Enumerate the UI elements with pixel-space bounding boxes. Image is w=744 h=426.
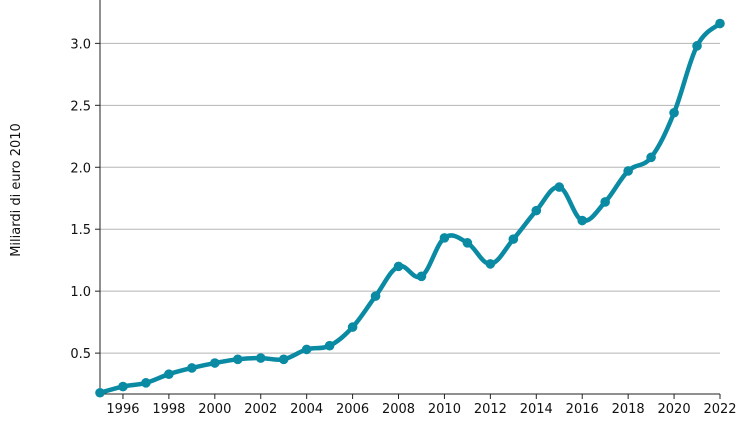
data-point-1999 [187, 363, 197, 373]
data-point-2017 [600, 197, 610, 207]
x-tick-label: 2012 [474, 402, 507, 417]
data-point-1996 [118, 381, 128, 392]
x-tick-label: 2014 [520, 402, 553, 417]
data-point-2008 [393, 261, 404, 272]
y-tick-label: 2.0 [70, 161, 91, 176]
series [95, 18, 725, 398]
data-point-2003 [278, 354, 289, 365]
data-point-2000 [210, 358, 220, 368]
tick-labels: 0.5 1.0 1.5 2.0 2.5 3.0 1996 1998 2000 2002 2004 20… [70, 37, 736, 417]
x-tick-label: 2020 [658, 402, 691, 417]
data-point-2010 [439, 233, 450, 243]
data-point-2009 [416, 271, 427, 282]
x-tick-label: 1996 [106, 402, 139, 417]
data-point-1997 [141, 378, 151, 388]
x-tick-label: 2008 [382, 402, 415, 417]
data-point-2007 [370, 291, 381, 301]
y-tick-label: 1.0 [70, 285, 91, 300]
series-line [97, 21, 723, 396]
x-tick-label: 2006 [336, 402, 369, 417]
data-point-2022 [715, 18, 725, 29]
grid-lines [100, 42, 720, 354]
data-point-2015 [554, 182, 565, 192]
data-point-2019 [646, 152, 656, 163]
y-axis-title: Miliardi di euro 2010 [9, 123, 24, 257]
x-tick-label: 1998 [152, 402, 185, 417]
x-tick-label: 2002 [244, 402, 277, 417]
y-tick-label: 1.5 [70, 223, 91, 238]
data-point-2006 [347, 322, 358, 332]
data-point-2013 [508, 234, 519, 244]
y-tick-label: 0.5 [70, 347, 91, 362]
y-tick-label: 2.5 [70, 99, 91, 114]
x-tick-label: 2000 [198, 402, 231, 417]
data-point-2018 [623, 166, 633, 176]
x-tick-label: 2016 [566, 402, 599, 417]
data-point-2001 [232, 354, 243, 365]
x-tick-label: 2010 [428, 402, 461, 417]
data-point-2004 [301, 344, 312, 355]
axes [95, 0, 721, 399]
x-tick-label: 2018 [612, 402, 645, 417]
data-point-2016 [577, 215, 588, 226]
data-point-2012 [485, 259, 496, 269]
x-tick-label: 2022 [703, 402, 736, 417]
data-point-1998 [164, 369, 174, 379]
y-tick-label: 3.0 [70, 37, 91, 52]
data-point-2011 [462, 238, 473, 248]
data-point-2021 [692, 41, 702, 51]
data-point-2005 [324, 340, 335, 351]
data-point-1995 [95, 387, 105, 398]
data-point-2014 [531, 205, 542, 216]
data-point-2002 [255, 353, 266, 363]
x-tick-label: 2004 [290, 402, 323, 417]
data-point-2020 [669, 107, 679, 118]
